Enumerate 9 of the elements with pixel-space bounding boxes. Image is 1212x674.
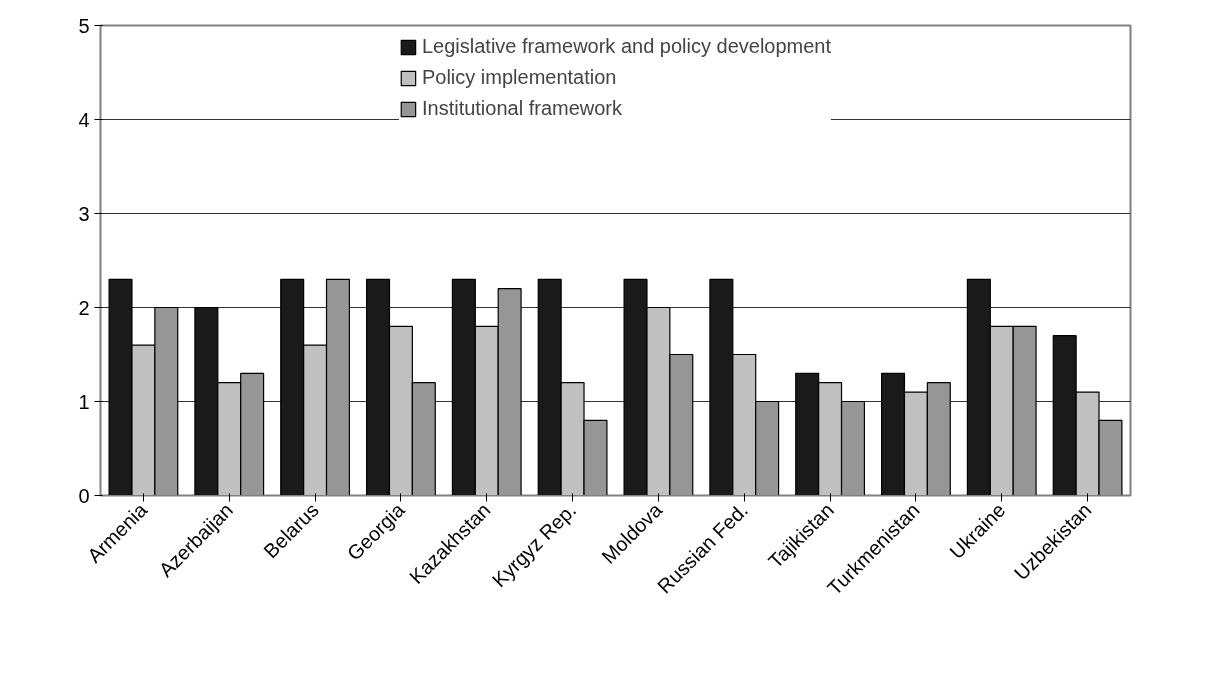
y-tick-label: 1 [78,390,90,413]
y-tick-label: 3 [78,202,90,225]
legend-label: Legislative framework and policy development [421,35,832,58]
legend-label: Policy implementation [421,66,617,89]
y-tick-label: 0 [78,484,90,507]
y-tick-label: 2 [78,296,90,319]
y-tick-label: 5 [78,14,90,37]
y-tick-label: 4 [78,108,90,131]
legend-label: Institutional framework [421,97,623,120]
